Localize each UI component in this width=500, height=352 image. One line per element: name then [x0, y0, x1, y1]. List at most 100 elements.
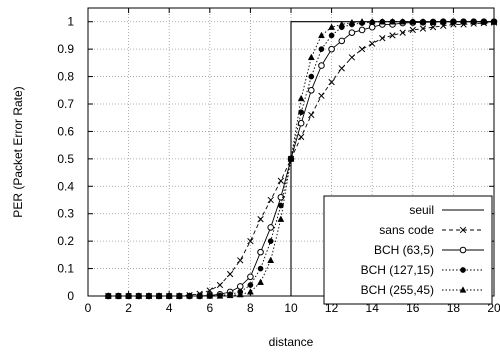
- legend-label: BCH (127,15): [361, 263, 434, 277]
- data-point-bch-255-45: [419, 17, 427, 25]
- data-point-bch-63-5: [267, 224, 275, 231]
- data-point-bch-255-45: [257, 278, 264, 285]
- y-tick-label: 0.6: [57, 124, 74, 138]
- y-tick-label: 1: [67, 15, 74, 29]
- data-point-sans-code: [429, 24, 437, 31]
- y-tick-label: 0.3: [57, 207, 74, 221]
- data-point-sans-code: [247, 237, 254, 245]
- y-tick-label: 0.4: [57, 179, 74, 193]
- legend-label: sans code: [379, 223, 434, 237]
- data-point-bch-255-45: [297, 94, 305, 102]
- data-point-sans-code: [257, 216, 264, 223]
- x-tick-label: 8: [247, 301, 254, 315]
- data-point-sans-code: [216, 281, 224, 289]
- data-point-bch-63-5: [318, 62, 325, 69]
- y-tick-label: 0.7: [57, 97, 74, 111]
- data-point-bch-255-45: [470, 17, 478, 25]
- data-point-sans-code: [328, 78, 335, 86]
- legend-marker: [459, 286, 467, 293]
- y-tick-label: 0: [67, 289, 74, 303]
- data-point-bch-255-45: [358, 17, 366, 25]
- data-point-bch-63-5: [277, 193, 285, 201]
- data-point-bch-255-45: [449, 17, 457, 25]
- data-point-bch-255-45: [338, 20, 346, 28]
- data-point-bch-63-5: [358, 26, 366, 34]
- x-tick-label: 6: [206, 301, 213, 315]
- data-point-sans-code: [318, 92, 325, 99]
- data-point-bch-127-15: [328, 32, 335, 39]
- legend-marker: [459, 246, 467, 254]
- data-point-bch-255-45: [399, 17, 407, 25]
- data-point-bch-255-45: [460, 17, 467, 25]
- data-point-bch-255-45: [389, 17, 396, 25]
- y-tick-label: 0.9: [57, 42, 74, 56]
- legend-entry-bch-63-5: BCH (63,5): [374, 243, 484, 257]
- data-point-bch-127-15: [267, 238, 274, 244]
- data-point-bch-255-45: [368, 17, 376, 25]
- x-axis-title: distance: [269, 335, 314, 349]
- data-point-sans-code: [379, 35, 386, 42]
- data-point-bch-63-5: [368, 23, 376, 31]
- data-point-bch-255-45: [277, 215, 285, 222]
- data-point-sans-code: [267, 196, 274, 204]
- data-point-sans-code: [237, 257, 244, 264]
- data-point-bch-255-45: [348, 18, 356, 26]
- data-point-sans-code: [308, 111, 315, 119]
- data-point-bch-127-15: [318, 46, 325, 52]
- data-point-bch-127-15: [257, 265, 264, 272]
- data-point-bch-63-5: [257, 248, 264, 256]
- data-point-sans-code: [226, 270, 234, 278]
- y-tick-label: 0.1: [57, 262, 74, 276]
- data-point-sans-code: [358, 45, 366, 53]
- data-point-bch-127-15: [308, 73, 315, 80]
- data-point-bch-63-5: [236, 283, 244, 290]
- data-point-sans-code: [389, 32, 396, 39]
- data-point-bch-255-45: [409, 17, 417, 25]
- data-point-bch-255-45: [378, 17, 386, 25]
- data-point-bch-255-45: [429, 17, 437, 25]
- data-point-bch-127-15: [247, 282, 254, 288]
- data-point-bch-63-5: [297, 119, 305, 127]
- legend: seuil sans code BCH (63,5) BCH (127,15) BCH …: [323, 195, 493, 305]
- data-point-bch-63-5: [328, 45, 335, 53]
- legend-entry-seuil: seuil: [409, 203, 484, 217]
- x-tick-label: 4: [166, 301, 173, 315]
- data-point-bch-255-45: [328, 23, 336, 30]
- data-point-sans-code: [409, 26, 416, 34]
- y-tick-label: 0.8: [57, 70, 74, 84]
- legend-marker: [459, 226, 467, 234]
- x-tick-label: 0: [85, 301, 92, 315]
- legend-entry-sans-code: sans code: [379, 223, 484, 237]
- legend-label: BCH (63,5): [374, 243, 434, 257]
- legend-label: seuil: [409, 203, 434, 217]
- data-point-bch-255-45: [267, 256, 275, 263]
- data-point-sans-code: [206, 287, 213, 294]
- y-axis-title: PER (Packet Error Rate): [11, 86, 25, 217]
- legend-entry-bch-255-45: BCH (255,45): [361, 283, 484, 297]
- y-tick-label: 0.2: [57, 234, 74, 248]
- data-point-bch-255-45: [287, 155, 295, 162]
- data-point-sans-code: [297, 133, 305, 141]
- legend-label: BCH (255,45): [361, 283, 434, 297]
- y-tick-label: 0.5: [57, 152, 74, 166]
- data-point-bch-127-15: [298, 109, 304, 116]
- data-point-bch-63-5: [247, 273, 254, 281]
- data-point-bch-255-45: [439, 17, 447, 25]
- x-tick-label: 2: [125, 301, 132, 315]
- legend-marker: [460, 267, 466, 273]
- data-point-bch-127-15: [278, 202, 284, 209]
- data-point-bch-63-5: [308, 86, 315, 94]
- data-point-sans-code: [419, 25, 427, 32]
- data-point-bch-255-45: [318, 31, 325, 39]
- data-point-sans-code: [369, 40, 376, 47]
- data-point-sans-code: [399, 29, 406, 36]
- data-point-bch-63-5: [338, 37, 346, 45]
- data-point-bch-63-5: [348, 29, 356, 36]
- data-point-sans-code: [338, 65, 345, 72]
- data-point-sans-code: [348, 54, 356, 61]
- legend-entry-bch-127-15: BCH (127,15): [361, 263, 484, 277]
- x-tick-label: 10: [284, 301, 298, 315]
- data-point-bch-255-45: [307, 53, 315, 61]
- data-point-bch-255-45: [480, 17, 488, 25]
